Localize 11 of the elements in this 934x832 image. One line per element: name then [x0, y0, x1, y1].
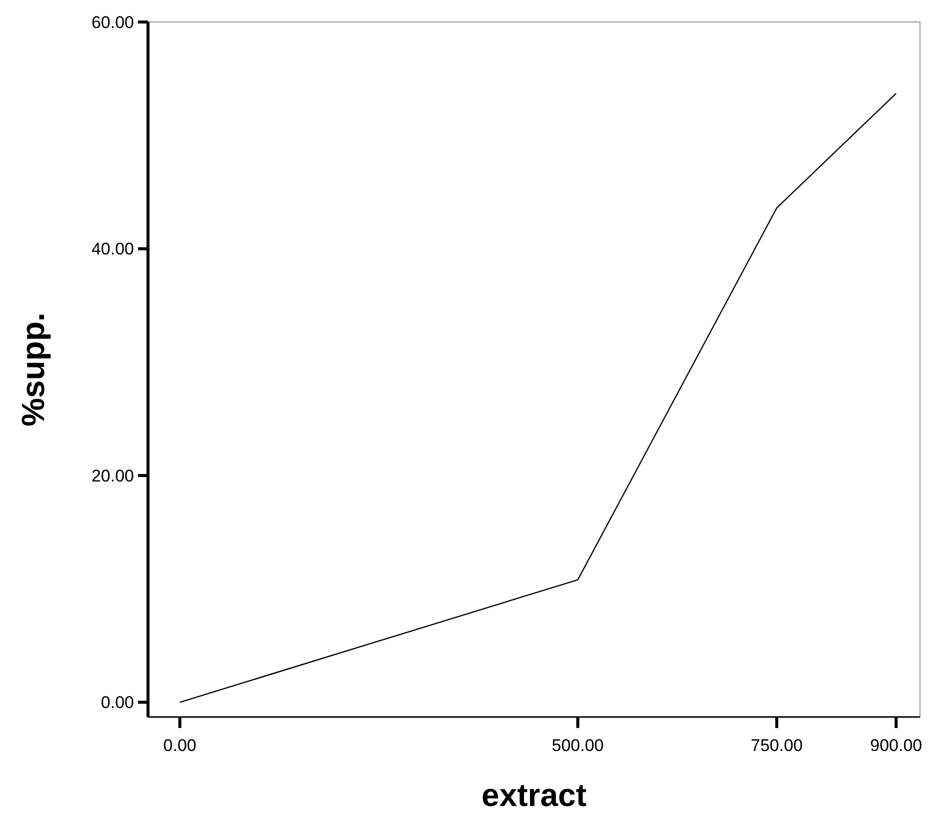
line-series — [179, 92, 897, 703]
y-tick-label: 40.00 — [91, 240, 134, 259]
x-tick-label: 750.00 — [750, 736, 803, 755]
x-tick-label: 900.00 — [870, 736, 922, 755]
y-axis-title: %supp. — [15, 312, 51, 426]
y-tick-label: 0.00 — [100, 693, 134, 712]
y-tick-label: 20.00 — [91, 466, 134, 486]
x-axis-title: extract — [482, 777, 587, 813]
x-tick-label: 500.00 — [552, 736, 604, 755]
y-tick-label: 60.00 — [91, 12, 134, 32]
x-tick-label: 0.00 — [163, 736, 196, 755]
